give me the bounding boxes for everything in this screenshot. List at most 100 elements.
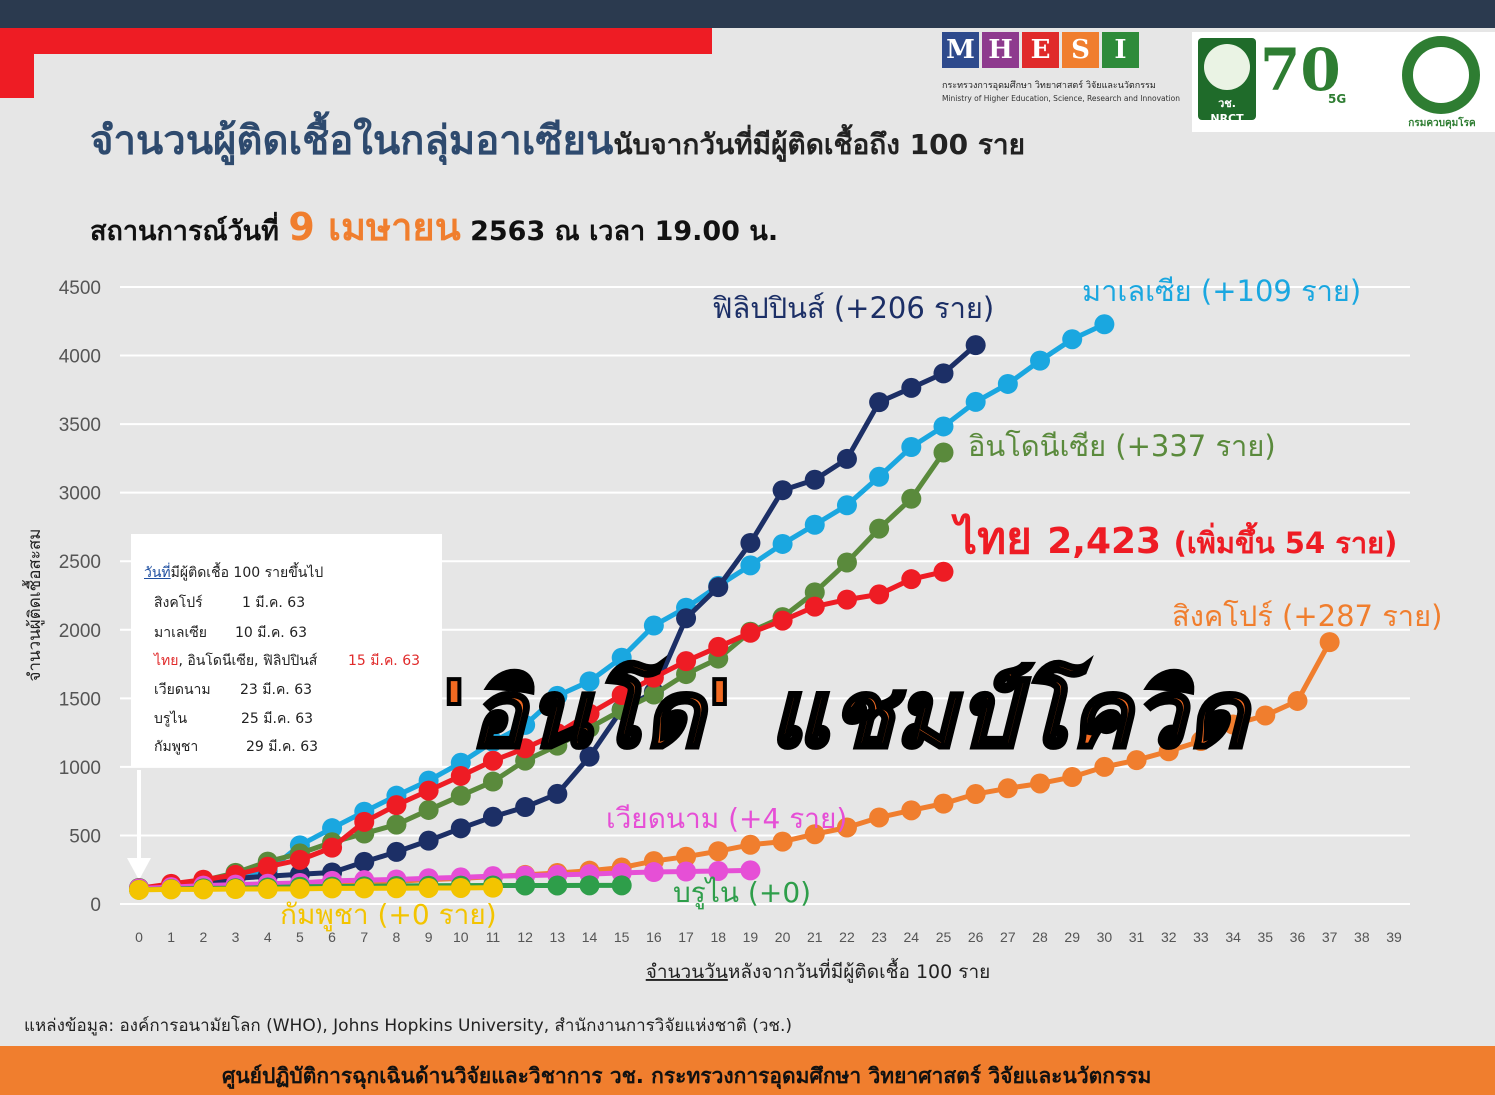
data-point <box>257 879 278 900</box>
data-point <box>869 584 890 605</box>
x-tick-label: 34 <box>1225 929 1241 945</box>
data-point <box>418 799 439 820</box>
data-point <box>611 700 632 721</box>
y-axis-label: จำนวนผู้ติดเชื้อสะสม <box>22 529 45 682</box>
x-tick-label: 24 <box>904 929 920 945</box>
data-point <box>708 577 729 598</box>
data-point <box>515 797 536 818</box>
x-tick-label: 14 <box>582 929 598 945</box>
data-point <box>836 495 857 516</box>
data-point <box>804 824 825 845</box>
data-point <box>515 875 536 896</box>
x-tick-label: 21 <box>807 929 823 945</box>
label-singapore: สิงคโปร์ (+287 ราย) <box>1172 599 1442 633</box>
data-point <box>1126 750 1147 771</box>
mhesi-letter: E <box>1022 32 1059 68</box>
y-tick-label: 0 <box>90 895 101 916</box>
x-axis-label-rest: หลังจากวันที่มีผู้ติดเชื้อ 100 ราย <box>728 958 990 983</box>
data-point <box>418 830 439 851</box>
data-point <box>804 514 825 535</box>
label-cambodia: กัมพูชา (+0 ราย) <box>280 898 497 932</box>
data-point <box>450 785 471 806</box>
data-point <box>901 800 922 821</box>
data-point <box>386 841 407 862</box>
data-point <box>579 703 600 724</box>
data-point <box>482 771 503 792</box>
data-point <box>1030 350 1051 371</box>
data-point <box>740 555 761 576</box>
anniversary-5g-label: 5G <box>1328 92 1347 106</box>
data-point <box>1094 314 1115 335</box>
data-point <box>772 480 793 501</box>
data-point <box>708 636 729 657</box>
data-point <box>1030 773 1051 794</box>
data-point <box>740 860 761 881</box>
data-point <box>676 608 697 629</box>
series-7 <box>129 877 503 900</box>
data-point <box>193 879 214 900</box>
x-tick-label: 10 <box>453 929 469 945</box>
data-source: แหล่งข้อมูล: องค์การอนามัยโลก (WHO), Joh… <box>24 1016 793 1036</box>
anniversary-70-logo: 70 <box>1260 36 1341 104</box>
data-point <box>676 846 697 867</box>
partner-logos: วช. NRCT 70 5G กรมควบคุมโรค <box>1192 32 1495 132</box>
data-point <box>869 518 890 539</box>
data-point <box>772 610 793 631</box>
nrct-seal-icon <box>1204 44 1250 90</box>
mhesi-letter: M <box>942 32 979 68</box>
data-point <box>418 780 439 801</box>
y-tick-label: 2000 <box>59 621 101 642</box>
x-tick-label: 32 <box>1161 929 1177 945</box>
series-line <box>138 885 493 893</box>
data-point <box>547 685 568 706</box>
data-point <box>354 878 375 899</box>
title-main: จำนวนผู้ติดเชื้อในกลุ่มอาเซียน <box>90 118 614 164</box>
data-point <box>740 834 761 855</box>
data-point <box>322 837 343 858</box>
data-point <box>1287 690 1308 711</box>
y-tick-label: 4000 <box>59 347 101 368</box>
data-point <box>643 615 664 636</box>
label-malaysia: มาเลเซีย (+109 ราย) <box>1082 274 1361 308</box>
x-tick-label: 31 <box>1129 929 1145 945</box>
mhesi-thai-name: กระทรวงการอุดมศึกษา วิทยาศาสตร์ วิจัยและ… <box>942 81 1156 91</box>
data-point <box>804 469 825 490</box>
data-point <box>1190 730 1211 751</box>
data-point <box>450 818 471 839</box>
data-point <box>804 582 825 603</box>
data-point <box>129 879 149 900</box>
info-row: มาเลเซีย 10 มี.ค. 63 <box>154 625 308 641</box>
data-point <box>933 416 954 437</box>
data-point <box>676 651 697 672</box>
x-axis-label: จำนวนวันหลังจากวันที่มีผู้ติดเชื้อ 100 ร… <box>646 958 991 983</box>
label-vietnam: เวียดนาม (+4 ราย) <box>606 802 847 835</box>
data-point <box>547 783 568 804</box>
subtitle-date: 9 เมษายน <box>288 205 461 249</box>
info-row: กัมพูชา 29 มี.ค. 63 <box>154 739 319 755</box>
label-thailand-name: ไทย <box>951 512 1047 564</box>
data-point <box>386 814 407 835</box>
data-point <box>450 765 471 786</box>
headline-overlay: 'อินโด' แชมป์โควิด <box>438 659 1249 770</box>
data-point <box>450 877 471 898</box>
data-point <box>579 746 600 767</box>
page-subtitle: สถานการณ์วันที่ 9 เมษายน 2563 ณ เวลา 19.… <box>90 196 778 257</box>
ddc-seal-icon <box>1402 36 1480 114</box>
data-point <box>933 561 954 582</box>
x-tick-label: 11 <box>486 929 501 945</box>
x-tick-label: 19 <box>743 929 759 945</box>
data-point <box>482 877 503 898</box>
data-point <box>289 878 310 899</box>
data-point <box>1223 714 1244 735</box>
data-point <box>1094 756 1115 777</box>
data-point <box>869 466 890 487</box>
x-tick-label: 9 <box>425 929 433 945</box>
subtitle-suffix: 2563 ณ เวลา 19.00 น. <box>470 216 779 247</box>
nrct-logo: วช. NRCT <box>1198 38 1256 125</box>
data-point <box>611 685 632 706</box>
data-point <box>386 878 407 899</box>
x-tick-label: 7 <box>360 929 368 945</box>
label-thailand: ไทย 2,423 (เพิ่มขึ้น 54 ราย) <box>951 512 1397 564</box>
data-point <box>515 738 536 759</box>
y-tick-label: 1500 <box>59 689 101 710</box>
